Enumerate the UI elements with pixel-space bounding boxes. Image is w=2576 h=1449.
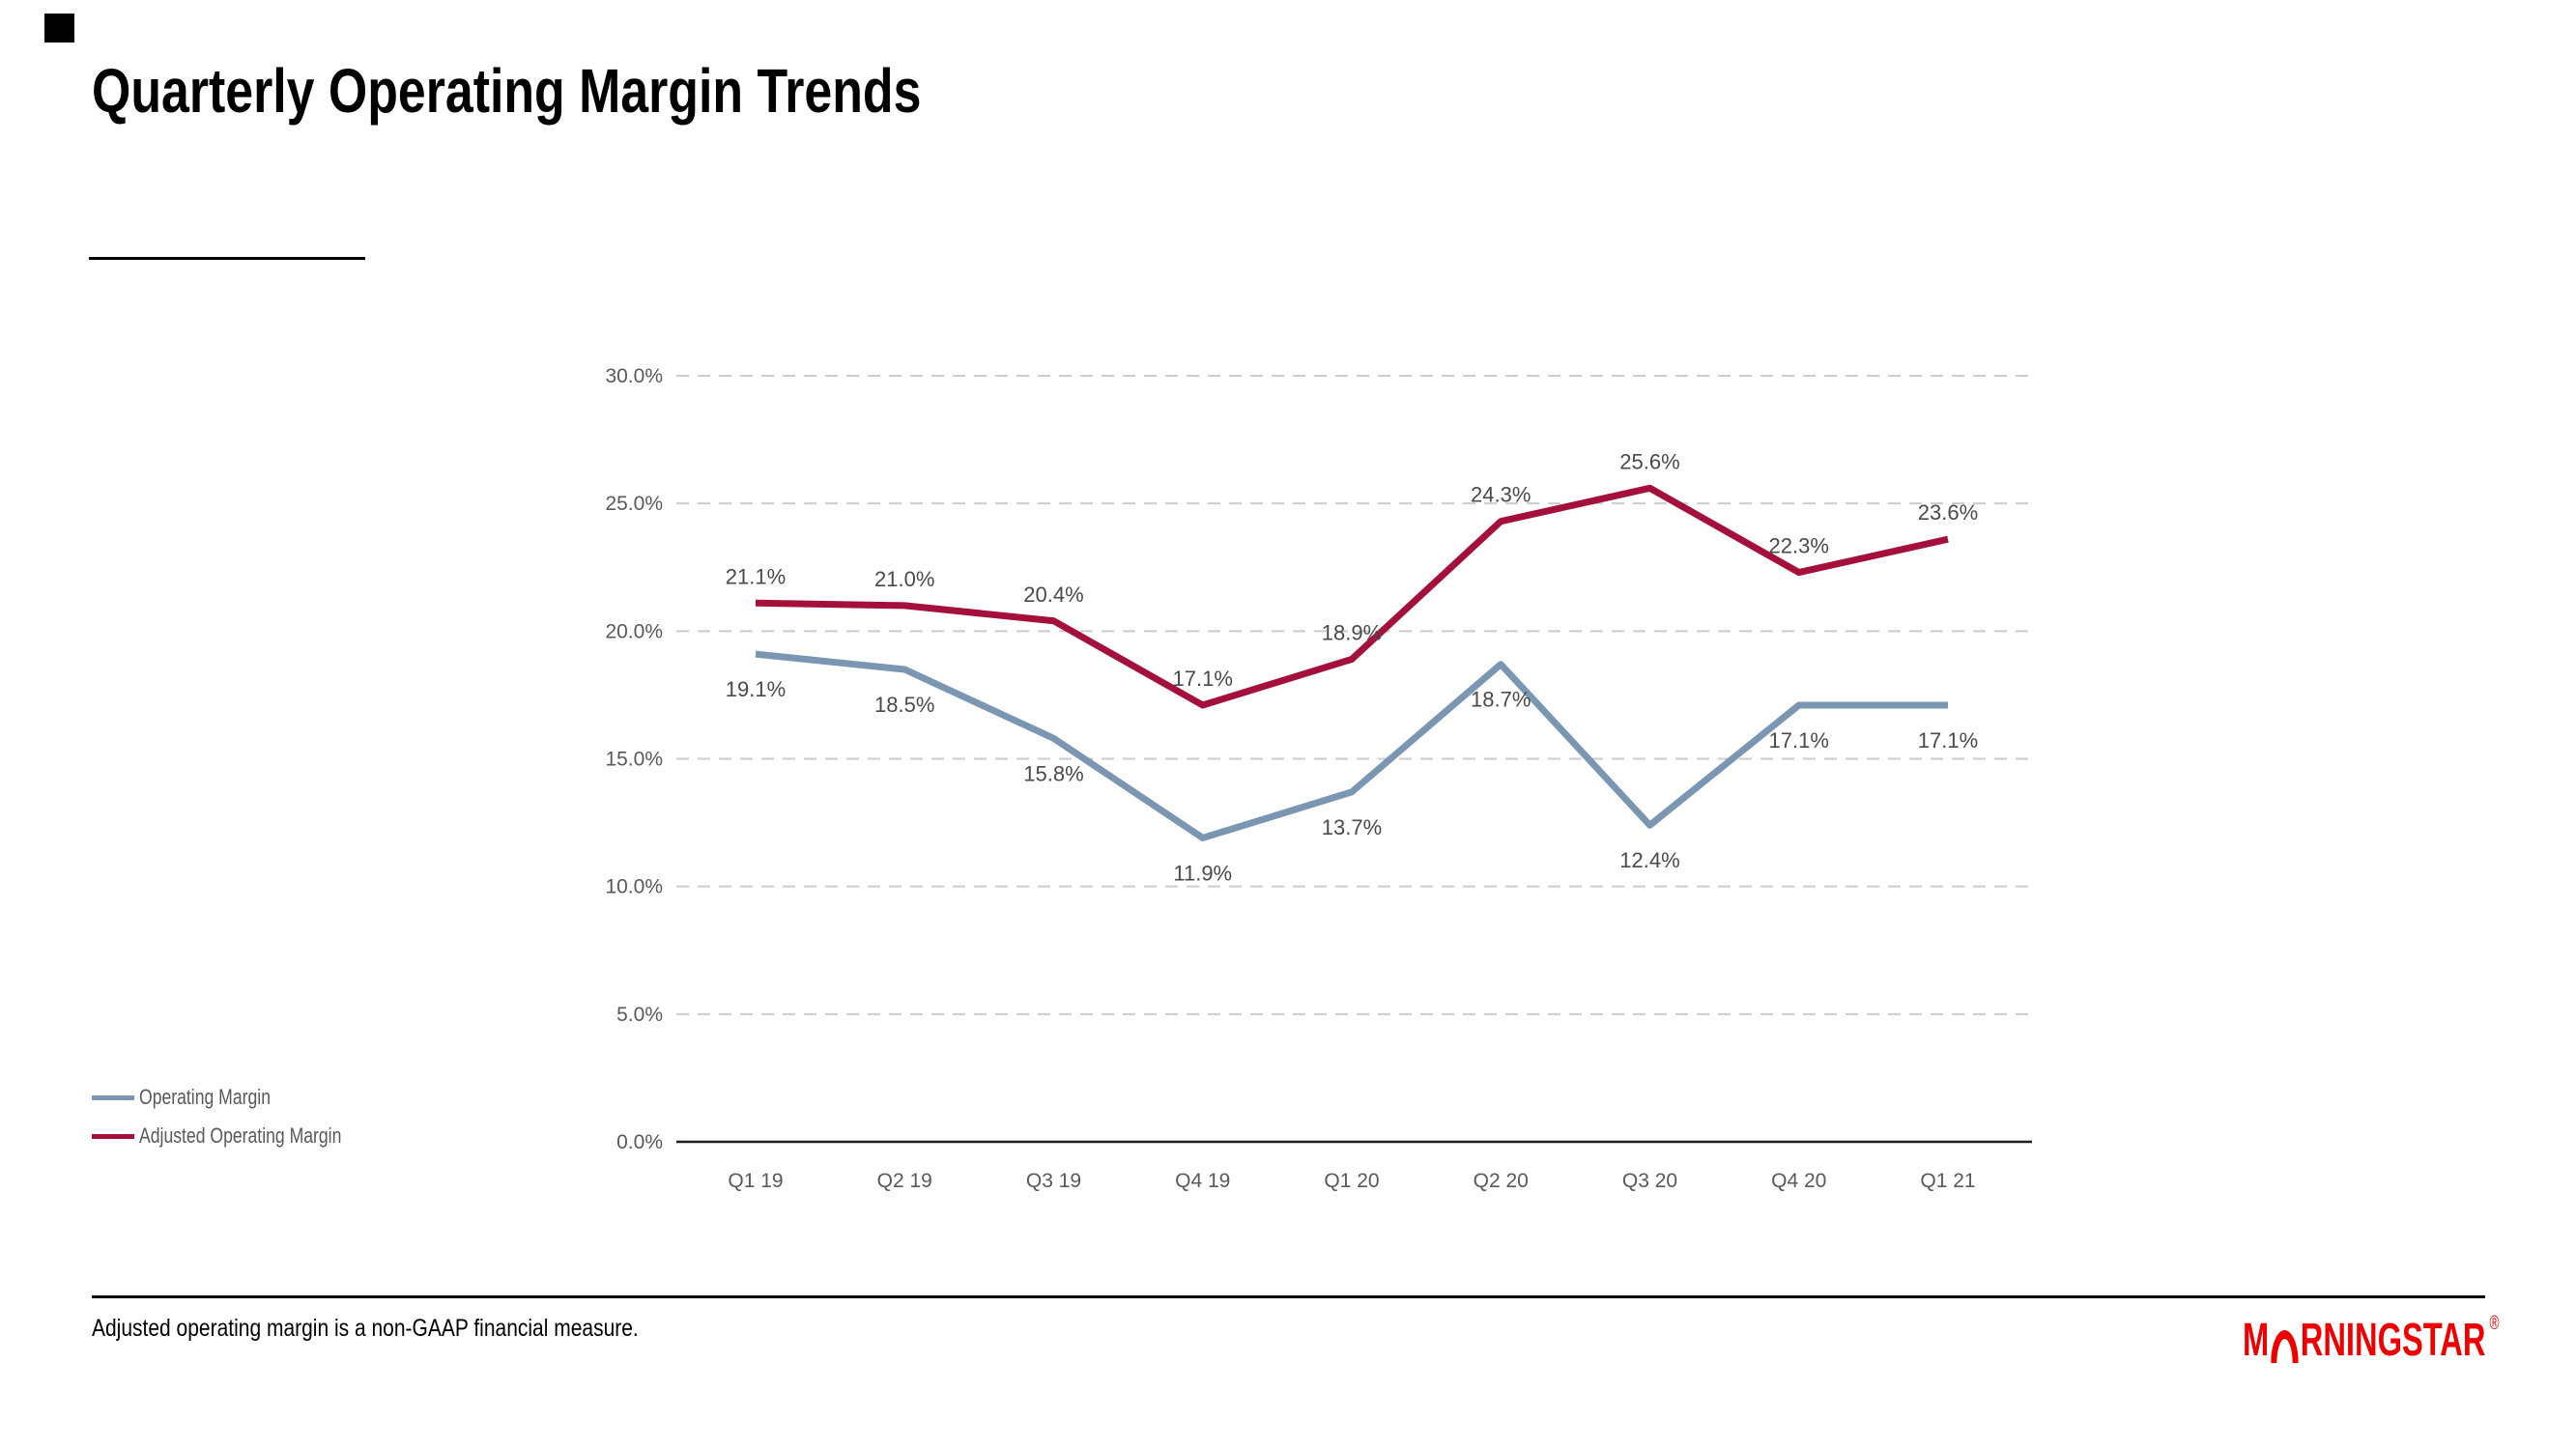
- y-tick-label: 30.0%: [605, 365, 663, 387]
- data-label: 21.0%: [874, 567, 934, 591]
- x-tick-label: Q1 19: [728, 1170, 783, 1192]
- data-label: 18.5%: [874, 693, 934, 717]
- registered-trademark-icon: ®: [2488, 1313, 2499, 1334]
- data-label: 17.1%: [1769, 728, 1829, 753]
- data-label: 24.3%: [1471, 483, 1531, 507]
- data-label: 17.1%: [1918, 728, 1978, 753]
- morningstar-arch-icon: [2270, 1330, 2299, 1363]
- data-label: 22.3%: [1769, 534, 1829, 558]
- data-label: 25.6%: [1619, 449, 1679, 473]
- data-label: 23.6%: [1918, 500, 1978, 525]
- x-tick-label: Q1 20: [1324, 1170, 1379, 1192]
- legend-swatch-operating-margin: [92, 1094, 134, 1100]
- page-title: Quarterly Operating Margin Trends: [92, 60, 1116, 122]
- x-tick-label: Q2 20: [1474, 1170, 1529, 1192]
- data-label: 15.8%: [1023, 761, 1083, 785]
- legend-label: Adjusted Operating Margin: [139, 1123, 342, 1148]
- legend-item-operating-margin: Operating Margin: [92, 1078, 392, 1117]
- y-tick-label: 25.0%: [605, 493, 663, 515]
- data-label: 17.1%: [1173, 667, 1233, 691]
- y-tick-label: 5.0%: [616, 1004, 663, 1026]
- data-label: 18.9%: [1322, 620, 1382, 644]
- footnote: Adjusted operating margin is a non-GAAP …: [92, 1314, 743, 1343]
- data-label: 20.4%: [1023, 582, 1083, 607]
- black-square-brand-mark-icon: [44, 14, 74, 43]
- series-line-operating-margin: [755, 650, 1948, 841]
- data-label: 19.1%: [726, 677, 786, 701]
- x-tick-label: Q3 20: [1622, 1170, 1677, 1192]
- page-title-text: Quarterly Operating Margin Trends: [92, 56, 922, 126]
- y-tick-label: 15.0%: [605, 749, 663, 771]
- x-tick-label: Q4 20: [1771, 1170, 1826, 1192]
- series-line-adjusted-operating-margin: [755, 484, 1949, 709]
- x-tick-label: Q4 19: [1175, 1170, 1230, 1192]
- title-underline-rule: [89, 257, 365, 260]
- chart-legend: Operating Margin Adjusted Operating Marg…: [92, 1078, 392, 1155]
- legend-label: Operating Margin: [139, 1085, 271, 1109]
- logo-text-pre: M: [2242, 1315, 2269, 1366]
- data-label: 11.9%: [1173, 861, 1232, 885]
- morningstar-logo: M RNINGSTAR ®: [2242, 1314, 2499, 1366]
- y-tick-label: 10.0%: [605, 876, 663, 898]
- footer-rule: [92, 1295, 2485, 1298]
- footnote-text: Adjusted operating margin is a non-GAAP …: [92, 1315, 639, 1342]
- x-tick-label: Q1 21: [1920, 1170, 1975, 1192]
- data-label: 21.1%: [726, 564, 786, 588]
- logo-text-post: RNINGSTAR: [2300, 1315, 2485, 1366]
- y-tick-label: 0.0%: [616, 1131, 663, 1153]
- x-tick-label: Q3 19: [1026, 1170, 1081, 1192]
- x-tick-label: Q2 19: [877, 1170, 932, 1192]
- legend-swatch-adjusted-operating-margin: [92, 1133, 134, 1139]
- data-label: 18.7%: [1471, 688, 1531, 712]
- data-label: 12.4%: [1619, 848, 1679, 872]
- legend-item-adjusted-operating-margin: Adjusted Operating Margin: [92, 1117, 392, 1155]
- data-label: 13.7%: [1322, 815, 1382, 839]
- y-tick-label: 20.0%: [605, 620, 663, 642]
